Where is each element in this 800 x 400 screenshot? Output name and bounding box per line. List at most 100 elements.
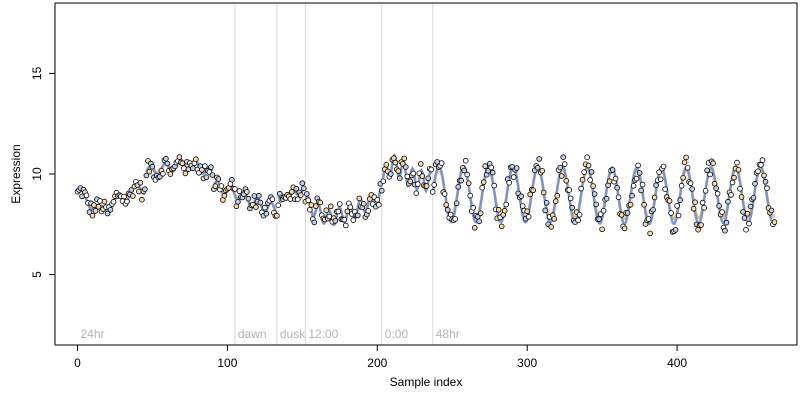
- data-point: [303, 191, 310, 197]
- data-point: [209, 172, 216, 178]
- y-tick-label: 15: [30, 66, 44, 80]
- region-label: 24hr: [80, 327, 104, 341]
- data-point: [86, 209, 93, 215]
- data-point: [477, 210, 484, 217]
- data-point: [229, 176, 235, 183]
- data-point: [110, 198, 117, 205]
- data-point: [471, 225, 478, 231]
- y-tick-label: 5: [30, 271, 44, 278]
- data-point: [275, 202, 282, 209]
- data-point: [208, 164, 214, 170]
- data-point: [513, 165, 520, 171]
- data-point: [621, 225, 628, 232]
- data-point: [262, 204, 268, 211]
- data-point: [438, 160, 445, 166]
- data-point: [89, 212, 96, 219]
- data-point: [627, 201, 634, 208]
- data-point: [392, 159, 399, 166]
- data-point: [479, 184, 486, 191]
- data-point: [341, 216, 348, 223]
- data-point: [639, 181, 646, 188]
- data-point: [202, 163, 208, 169]
- data-point: [638, 187, 644, 194]
- data-point: [142, 186, 148, 193]
- data-point: [761, 172, 767, 179]
- data-point: [467, 192, 474, 199]
- data-point: [768, 207, 775, 214]
- data-point: [519, 203, 526, 209]
- data-point: [750, 195, 757, 201]
- data-point: [746, 220, 752, 227]
- x-tick-label: 200: [367, 356, 387, 370]
- data-point: [317, 199, 324, 206]
- data-point: [212, 183, 219, 189]
- data-point: [744, 210, 751, 217]
- data-point: [447, 211, 454, 218]
- data-point: [584, 154, 590, 161]
- data-point: [585, 162, 592, 169]
- data-point: [704, 167, 710, 174]
- data-point: [711, 180, 718, 187]
- data-point: [423, 183, 430, 189]
- data-point: [356, 195, 363, 202]
- data-point: [677, 197, 683, 203]
- data-point: [179, 160, 186, 167]
- data-point: [257, 199, 264, 206]
- data-point: [410, 170, 417, 177]
- data-point: [360, 201, 367, 207]
- data-point: [530, 187, 536, 194]
- data-point: [305, 197, 312, 204]
- data-point: [762, 178, 769, 185]
- data-point: [713, 185, 719, 192]
- data-point: [558, 173, 565, 179]
- data-point: [458, 177, 465, 184]
- data-point: [287, 196, 294, 202]
- data-point: [645, 216, 652, 222]
- data-point: [698, 222, 704, 228]
- data-point: [164, 160, 171, 167]
- data-point: [395, 168, 402, 174]
- data-point: [236, 188, 243, 194]
- data-point: [702, 188, 709, 194]
- data-point: [146, 168, 153, 175]
- data-point: [527, 191, 533, 198]
- data-point: [630, 183, 637, 189]
- data-point: [707, 171, 713, 178]
- data-point: [327, 203, 334, 210]
- data-point: [579, 176, 586, 183]
- data-point: [488, 164, 495, 171]
- data-point: [755, 168, 761, 175]
- data-point: [413, 190, 420, 197]
- data-point: [431, 182, 438, 188]
- data-point: [92, 208, 99, 214]
- data-point: [674, 203, 680, 209]
- data-point: [335, 208, 342, 215]
- data-point: [740, 209, 746, 215]
- data-point: [344, 208, 351, 215]
- data-point: [734, 159, 740, 166]
- data-point: [232, 186, 238, 192]
- data-point: [759, 157, 766, 163]
- data-point: [167, 171, 174, 177]
- data-point: [548, 224, 554, 230]
- data-point: [737, 186, 743, 192]
- data-point: [561, 161, 568, 167]
- data-point: [543, 200, 550, 206]
- data-point: [489, 169, 496, 176]
- data-point: [614, 184, 620, 191]
- data-point: [723, 219, 730, 226]
- data-point: [615, 194, 622, 201]
- data-point: [557, 164, 563, 171]
- data-point: [771, 219, 778, 225]
- data-point: [380, 178, 387, 185]
- data-point: [534, 164, 541, 171]
- data-point: [91, 202, 97, 208]
- data-points: [74, 154, 778, 237]
- data-point: [245, 195, 252, 202]
- data-point: [716, 203, 722, 209]
- data-point: [251, 193, 258, 199]
- data-point: [539, 168, 545, 174]
- data-point: [253, 204, 259, 210]
- data-point: [300, 185, 307, 192]
- data-point: [387, 171, 394, 177]
